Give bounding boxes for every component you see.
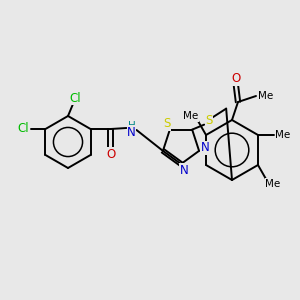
Text: N: N [127, 125, 136, 139]
Text: O: O [106, 148, 115, 160]
Text: N: N [201, 141, 209, 154]
Text: S: S [163, 117, 170, 130]
Text: Cl: Cl [69, 92, 81, 104]
Text: Me: Me [183, 111, 199, 121]
Text: Me: Me [258, 91, 274, 101]
Text: O: O [231, 73, 241, 85]
Text: Me: Me [266, 179, 280, 189]
Text: H: H [128, 121, 135, 131]
Text: Me: Me [275, 130, 291, 140]
Text: Cl: Cl [18, 122, 29, 136]
Text: S: S [206, 114, 213, 127]
Text: N: N [180, 164, 188, 176]
